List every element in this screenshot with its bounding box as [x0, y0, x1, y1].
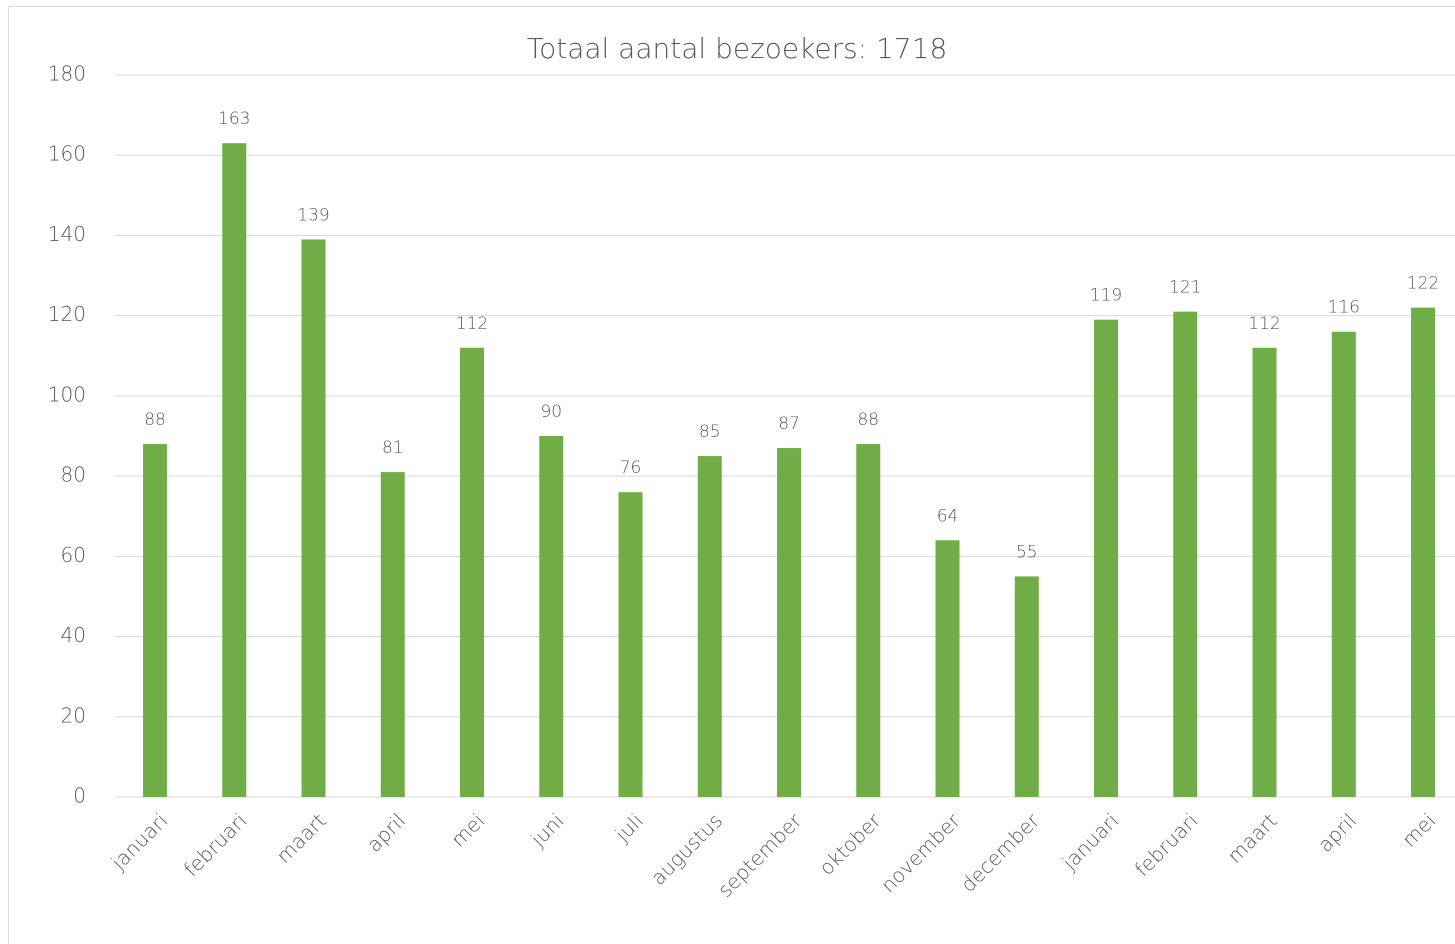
data-label: 112: [1248, 314, 1280, 334]
data-label: 81: [382, 438, 404, 458]
data-label: 112: [456, 314, 488, 334]
data-label: 121: [1169, 278, 1201, 298]
data-label: 139: [297, 205, 329, 225]
data-label: 76: [620, 458, 642, 478]
bar: [777, 448, 802, 797]
bar: [539, 436, 564, 797]
data-label: 116: [1328, 298, 1360, 318]
data-label: 88: [857, 410, 879, 430]
bar: [618, 492, 643, 797]
chart-title: Totaal aantal bezoekers: 1718: [527, 32, 948, 65]
data-label: 85: [699, 422, 721, 442]
bar: [1173, 311, 1198, 797]
bar: [380, 472, 405, 797]
y-tick-label: 20: [61, 703, 86, 727]
y-tick-label: 100: [48, 382, 86, 406]
bar: [935, 540, 960, 797]
data-label: 90: [540, 402, 562, 422]
data-label: 119: [1090, 286, 1122, 306]
data-label: 88: [144, 410, 166, 430]
bar: [143, 444, 168, 797]
bar: [301, 239, 326, 797]
bar: [1331, 331, 1356, 797]
y-tick-label: 140: [48, 222, 86, 246]
bar: [1014, 576, 1039, 797]
data-label: 87: [778, 414, 800, 434]
y-tick-label: 180: [48, 62, 86, 86]
y-tick-label: 40: [61, 623, 86, 647]
y-tick-label: 60: [61, 543, 86, 567]
bar: [1094, 319, 1119, 797]
bar: [1252, 347, 1277, 797]
bar: [697, 456, 722, 797]
y-tick-label: 120: [48, 302, 86, 326]
bar: [856, 444, 881, 797]
data-label: 122: [1407, 274, 1439, 294]
data-label: 64: [937, 506, 959, 526]
bar: [460, 347, 485, 797]
y-tick-label: 160: [48, 142, 86, 166]
y-tick-label: 80: [61, 463, 86, 487]
data-label: 163: [218, 109, 250, 129]
bar: [1411, 307, 1436, 797]
data-label: 55: [1016, 542, 1038, 562]
bar: [222, 143, 247, 797]
y-tick-label: 0: [73, 784, 86, 808]
chart-frame: [8, 6, 1455, 944]
